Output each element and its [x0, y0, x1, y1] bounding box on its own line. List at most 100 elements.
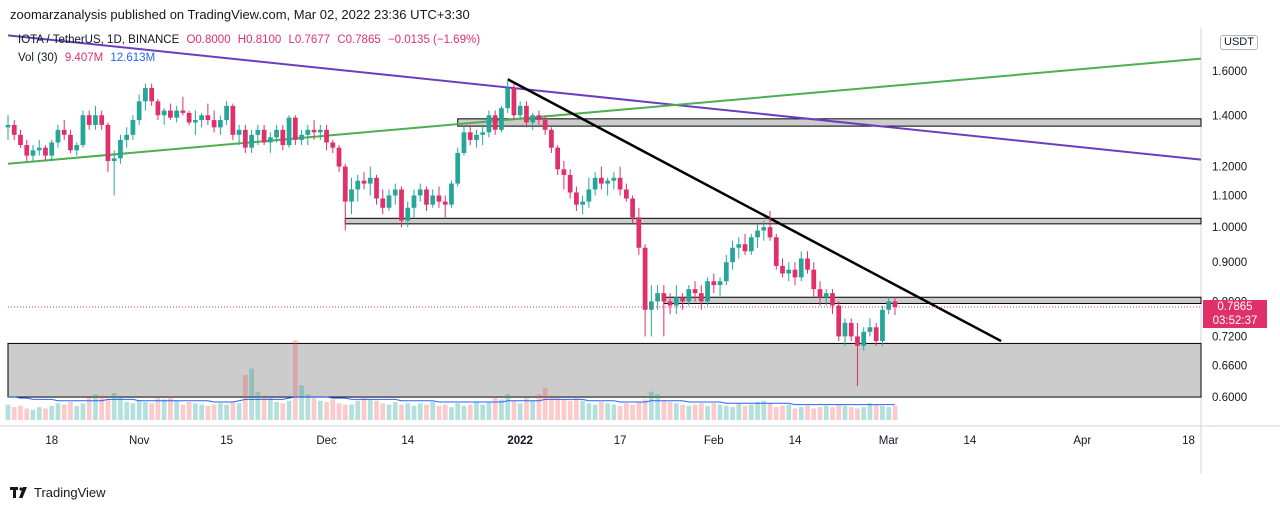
candle-body	[267, 137, 273, 143]
volume-bar	[867, 403, 873, 420]
footer-brand[interactable]: TradingView	[10, 485, 106, 500]
footer-brand-label: TradingView	[34, 485, 106, 500]
candle-body	[867, 327, 873, 332]
candle-body	[555, 147, 561, 170]
volume-bar	[11, 407, 17, 420]
legend-close: C0.7865	[337, 34, 381, 46]
tradingview-logo-icon	[10, 487, 27, 498]
legend-symbol[interactable]: IOTA / TetherUS, 1D, BINANCE	[18, 34, 180, 46]
trend-line-black-downtrend	[507, 78, 1002, 343]
x-tick-label: 17	[614, 435, 627, 447]
candle-body	[798, 258, 804, 278]
volume-bar	[118, 396, 123, 420]
volume-bar	[49, 405, 55, 420]
candle-body	[224, 105, 229, 121]
volume-bar	[149, 403, 155, 420]
candle-body	[617, 177, 623, 190]
y-tick-label: 1.6000	[1212, 66, 1247, 78]
candle-body	[842, 322, 848, 337]
candle-body	[805, 258, 810, 270]
candle-body	[405, 207, 411, 221]
volume-bar	[299, 385, 304, 420]
volume-bar	[805, 405, 810, 420]
x-tick-label: 18	[1182, 435, 1195, 447]
candle-body	[474, 134, 479, 140]
x-tick-label: 14	[789, 435, 802, 447]
volume-bar	[380, 403, 386, 420]
volume-bar	[780, 405, 785, 420]
candle-body	[549, 129, 554, 148]
x-tick-label: 18	[45, 435, 58, 447]
y-tick-label: 1.2000	[1212, 162, 1247, 174]
candle-body	[611, 177, 617, 181]
candle-body	[880, 309, 885, 342]
candle-body	[723, 262, 729, 282]
x-tick-label: Feb	[704, 435, 724, 447]
candle-body	[386, 195, 392, 208]
volume-bar	[761, 400, 767, 420]
candle-body	[642, 247, 648, 310]
vol-label[interactable]: Vol (30)	[18, 52, 58, 64]
candle-body	[211, 120, 217, 128]
currency-badge[interactable]: USDT	[1220, 35, 1258, 50]
volume-bar	[592, 404, 598, 420]
candle-body	[143, 87, 148, 102]
x-tick-label: 15	[220, 435, 233, 447]
candle-body	[30, 150, 36, 156]
candle-body	[536, 115, 542, 121]
candle-body	[542, 120, 548, 130]
candle-body	[68, 134, 73, 151]
volume-bar	[611, 404, 617, 420]
volume-bar	[717, 404, 723, 420]
candle-body	[586, 189, 592, 202]
candle-body	[630, 198, 635, 218]
x-tick-label: Nov	[129, 435, 150, 447]
volume-bar	[55, 403, 61, 420]
volume-bar	[748, 404, 754, 420]
volume-bar	[723, 405, 729, 420]
volume-bar	[648, 391, 654, 420]
volume-bar	[842, 405, 848, 420]
candlestick-chart[interactable]: 1.60001.40001.20001.10001.00000.90000.80…	[0, 28, 1280, 474]
candle-body	[455, 152, 461, 184]
candle-body	[636, 217, 642, 248]
volume-bar	[336, 403, 342, 420]
volume-bar	[186, 402, 192, 420]
candle-body	[336, 147, 342, 167]
volume-bar	[636, 402, 642, 420]
chart-frame[interactable]: 1.60001.40001.20001.10001.00000.90000.80…	[0, 28, 1280, 474]
volume-bar	[417, 403, 423, 420]
volume-bar	[292, 340, 298, 420]
volume-bar	[886, 407, 892, 420]
volume-bar	[280, 403, 286, 420]
candle-body	[61, 129, 67, 135]
candle-body	[661, 293, 667, 302]
x-tick-label: Mar	[879, 435, 899, 447]
candle-body	[755, 230, 760, 238]
candle-body	[392, 189, 398, 196]
candle-body	[36, 147, 42, 151]
candle-body	[605, 180, 610, 184]
volume-bar	[680, 404, 685, 420]
candle-body	[168, 110, 173, 118]
volume-bar	[461, 405, 467, 420]
volume-bar	[105, 399, 111, 420]
volume-bar	[161, 399, 167, 420]
volume-bar	[817, 407, 823, 420]
volume-bar	[861, 407, 867, 420]
candle-body	[186, 112, 192, 123]
legend-change: −0.0135 (−1.69%)	[387, 34, 481, 46]
volume-bar	[855, 408, 860, 420]
volume-bar	[792, 408, 798, 420]
volume-bar	[224, 404, 229, 420]
candle-body	[230, 105, 236, 135]
candle-body	[111, 158, 117, 162]
volume-legend: Vol (30) 9.407M 12.613M	[18, 52, 159, 64]
last-price-value: 0.7865	[1217, 301, 1253, 314]
volume-bar	[873, 404, 879, 420]
volume-bar	[698, 403, 704, 420]
candle-body	[274, 129, 279, 138]
volume-bar	[68, 402, 73, 420]
volume-bar	[736, 403, 742, 420]
candle-body	[324, 129, 329, 143]
